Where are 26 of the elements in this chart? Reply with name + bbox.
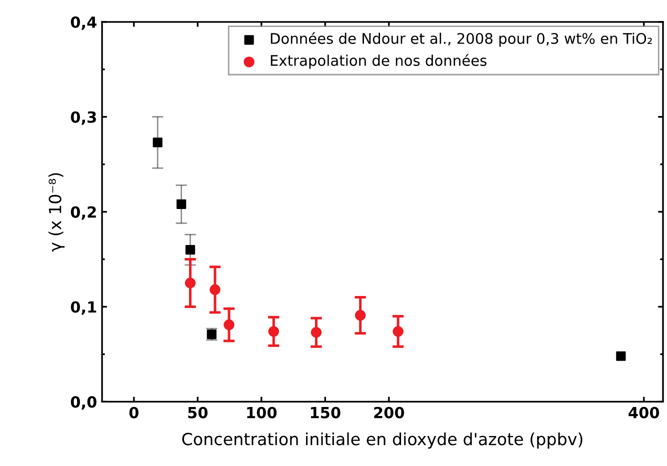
y-axis-title: γ (x 10⁻⁸) xyxy=(48,173,65,252)
y-tick-label: 0,1 xyxy=(70,301,96,315)
point xyxy=(354,310,366,321)
x-tick-label: 150 xyxy=(310,406,340,418)
x-tick-label: 0 xyxy=(129,406,139,418)
y-tick-label: 0,0 xyxy=(70,396,96,410)
legend-label: Données de Ndour et al., 2008 pour 0,3 wt% en TiO₂ xyxy=(270,32,652,47)
x-tick-label: 100 xyxy=(247,406,277,418)
y-tick-label: 0,3 xyxy=(70,111,96,125)
x-tick-label: 400 xyxy=(628,406,660,418)
point xyxy=(392,326,404,337)
point xyxy=(310,327,322,338)
point xyxy=(185,244,196,255)
y-tick-label: 0,4 xyxy=(70,16,96,30)
point xyxy=(224,319,234,330)
point xyxy=(268,326,280,337)
point xyxy=(210,284,220,296)
point xyxy=(184,278,196,288)
point xyxy=(152,138,162,148)
point xyxy=(616,351,626,361)
point xyxy=(176,199,186,210)
x-tick-label: 50 xyxy=(188,406,208,418)
y-tick-label: 0,2 xyxy=(70,206,96,220)
x-tick-label: 200 xyxy=(374,406,404,418)
x-axis-title: Concentration initiale en dioxyde d'azote (ppbv) xyxy=(182,432,582,449)
legend-label: Extrapolation de nos données xyxy=(270,54,486,69)
